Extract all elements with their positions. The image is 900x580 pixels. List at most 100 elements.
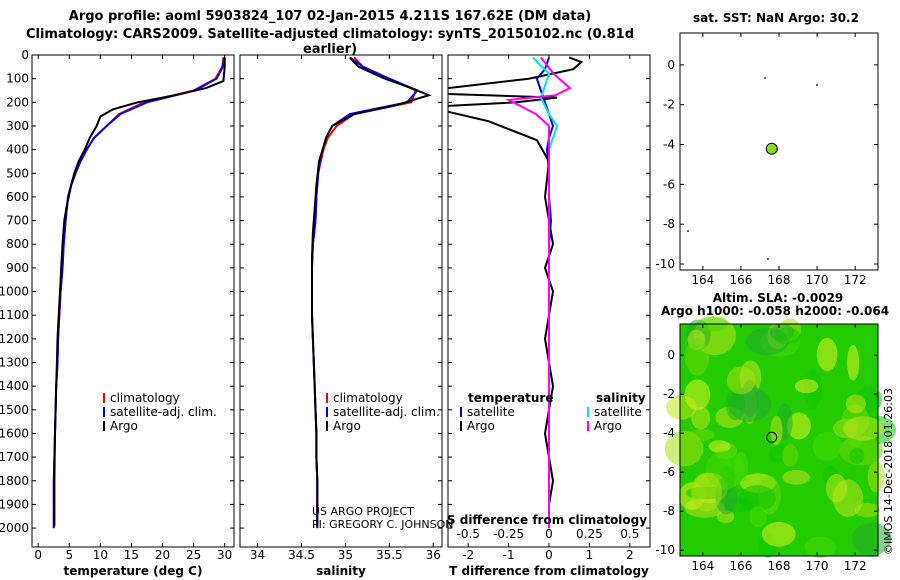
profile-location-marker xyxy=(765,142,778,155)
sla-blob xyxy=(851,522,892,556)
ytick-label: 100 xyxy=(6,72,29,86)
sla-blob xyxy=(867,461,885,493)
sst-dot xyxy=(687,230,689,232)
ytick-label: 1000 xyxy=(0,285,29,299)
xtick-label: 25 xyxy=(186,548,201,562)
ytick-label: 1300 xyxy=(0,356,29,370)
xtick-label: 2 xyxy=(626,548,634,562)
xaxis-label: temperature (deg C) xyxy=(64,564,203,578)
series-line-argo xyxy=(311,56,432,526)
header-line-1: Argo profile: aoml 5903824_107 02-Jan-20… xyxy=(68,9,592,24)
frame-temperature xyxy=(31,54,235,548)
sla-blob xyxy=(691,472,722,512)
map-xtick-label: 170 xyxy=(806,559,829,573)
map-ytick-label: -8 xyxy=(663,504,675,518)
sst-dot xyxy=(767,258,769,260)
sla-blob xyxy=(845,394,866,414)
xtick-label: 5 xyxy=(65,548,73,562)
sla-blob xyxy=(794,379,819,394)
sla-blob xyxy=(734,451,749,482)
ytick-label: 2000 xyxy=(0,521,29,535)
map-ytick-label: -6 xyxy=(663,465,675,479)
legend-label: temperature xyxy=(468,391,553,405)
map-xtick-label: 172 xyxy=(844,559,867,573)
ytick-label: 300 xyxy=(6,119,29,133)
ytick-label: 1100 xyxy=(0,308,29,322)
ytick-label: 1500 xyxy=(0,403,29,417)
map-ytick-label: -4 xyxy=(663,426,675,440)
sla-map-subtitle: Argo h1000: -0.058 h2000: -0.064 xyxy=(661,304,889,318)
stick-label: 0 xyxy=(545,527,553,541)
xtick-label: 35.5 xyxy=(376,548,403,562)
xtick-label: 1 xyxy=(586,548,594,562)
credit-pi: PI: GREGORY C. JOHNSON xyxy=(312,518,454,531)
sla-blob xyxy=(773,328,801,345)
legend-label: Argo xyxy=(594,419,622,433)
sla-blob xyxy=(685,337,710,376)
legend-label: satellite-adj. clim. xyxy=(333,405,440,419)
sla-blob xyxy=(812,431,842,461)
sla-blob xyxy=(782,470,810,485)
xtick-label: 20 xyxy=(155,548,170,562)
series-line-s-argo xyxy=(505,56,572,529)
sla-blob xyxy=(691,406,711,430)
sla-blob xyxy=(816,337,838,372)
map-ytick-label: -6 xyxy=(663,177,675,191)
map-xtick-label: 164 xyxy=(691,273,714,287)
xtick-label: -2 xyxy=(462,548,474,562)
sla-blob xyxy=(782,444,799,468)
sla-blob xyxy=(761,521,796,547)
xtick-label: 30 xyxy=(217,548,232,562)
credit-project: US ARGO PROJECT xyxy=(312,505,414,518)
map-frame-sst_map xyxy=(679,32,879,271)
sla-blob xyxy=(688,428,715,442)
xtick-label: 15 xyxy=(124,548,139,562)
legend-label: climatology xyxy=(110,391,180,405)
legend-label: satellite xyxy=(467,405,515,419)
ytick-label: 1700 xyxy=(0,450,29,464)
map-xtick-label: 168 xyxy=(768,273,791,287)
stick-label: -0.25 xyxy=(493,527,524,541)
xaxis-label: salinity xyxy=(316,564,366,578)
ytick-label: 1800 xyxy=(0,474,29,488)
sst-dot xyxy=(764,77,766,79)
series-line-argo xyxy=(53,57,226,526)
stick-label: 0.25 xyxy=(576,527,603,541)
xtick-label: 36 xyxy=(426,548,441,562)
sla-map-title: Altim. SLA: -0.0029 xyxy=(713,291,844,305)
map-xtick-label: 170 xyxy=(806,273,829,287)
xaxis-label-top: S difference from climatology xyxy=(447,513,647,527)
map-ytick-label: -8 xyxy=(663,217,675,231)
xtick-label: 34 xyxy=(250,548,265,562)
map-ytick-label: -2 xyxy=(663,98,675,112)
ytick-label: 900 xyxy=(6,261,29,275)
sla-blob xyxy=(832,479,864,518)
xtick-label: 0 xyxy=(545,548,553,562)
header-line-2: Climatology: CARS2009. Satellite-adjuste… xyxy=(25,27,635,57)
legend-label: Argo xyxy=(333,419,361,433)
sla-blob xyxy=(804,536,837,558)
xaxis-label: T difference from climatology xyxy=(449,564,649,578)
legend-label: climatology xyxy=(333,391,403,405)
ytick-label: 0 xyxy=(21,48,29,62)
frame-salinity xyxy=(239,54,443,548)
sla-blob xyxy=(849,447,865,465)
ytick-label: 400 xyxy=(6,143,29,157)
sla-blob xyxy=(684,379,711,411)
xtick-label: 34.5 xyxy=(288,548,315,562)
sla-blob xyxy=(786,412,811,440)
ytick-label: 200 xyxy=(6,95,29,109)
ytick-label: 700 xyxy=(6,214,29,228)
xtick-label: 0 xyxy=(34,548,42,562)
ytick-label: 500 xyxy=(6,166,29,180)
legend-label: satellite-adj. clim. xyxy=(110,405,217,419)
legend-label: satellite xyxy=(594,405,642,419)
sla-blob xyxy=(770,415,783,446)
map-ytick-label: -10 xyxy=(655,257,675,271)
map-xtick-label: 172 xyxy=(844,273,867,287)
ytick-label: 1400 xyxy=(0,379,29,393)
map-ytick-label: 0 xyxy=(667,348,675,362)
map-ytick-label: -10 xyxy=(655,543,675,557)
legend-label: salinity xyxy=(596,391,646,405)
